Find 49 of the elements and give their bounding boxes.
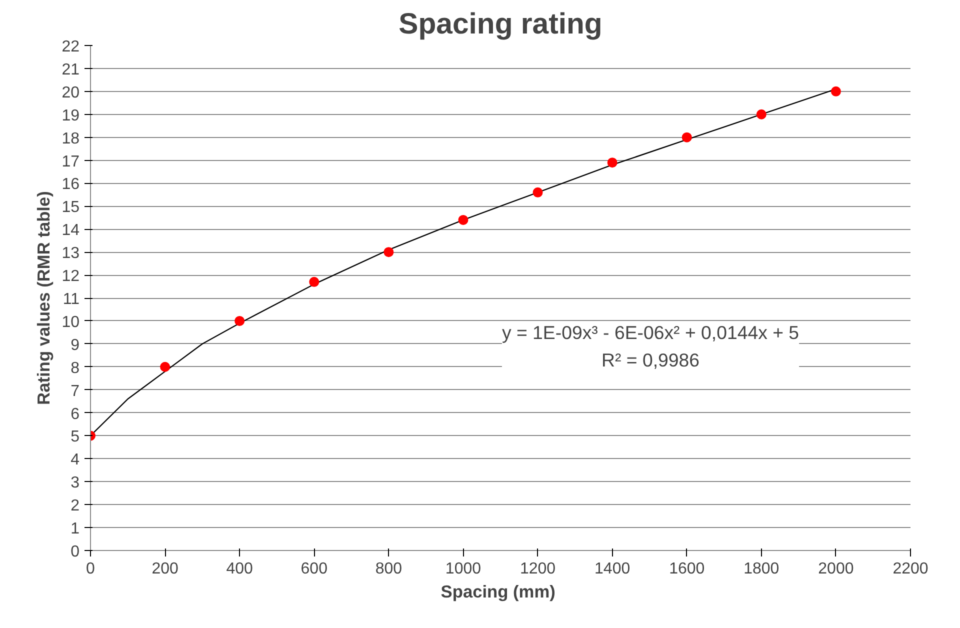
y-tick-label: 3: [70, 474, 80, 492]
y-tick-label: 16: [62, 176, 80, 194]
x-tick-label: 1400: [594, 560, 630, 578]
x-tick-label: 200: [152, 560, 178, 578]
y-tick-label: 22: [62, 38, 80, 56]
x-tick-label: 2000: [818, 560, 854, 578]
annotation: y = 1E-09x³ - 6E-06x² + 0,0144x + 5 R² = 0,9986: [502, 322, 800, 370]
point: [756, 109, 766, 120]
chart-title: Spacing rating: [398, 8, 602, 40]
y-tick-label: 13: [62, 245, 80, 262]
point: [830, 86, 841, 96]
y-tick-label: 17: [62, 153, 80, 170]
y-tick-label: 5: [70, 428, 80, 446]
y-tick-label: 11: [62, 291, 80, 308]
point: [607, 158, 618, 168]
point: [384, 247, 394, 258]
y-tick-label: 18: [62, 130, 80, 148]
y-tick-label: 6: [70, 406, 80, 423]
y-tick-label: 20: [62, 84, 80, 102]
x-tick-label: 1800: [744, 560, 780, 578]
x-tick-label: 800: [375, 560, 402, 578]
x-tick-label: 2200: [892, 560, 928, 578]
x-tick-label: 1000: [445, 560, 482, 578]
point: [234, 316, 245, 326]
y-tick-label: 0: [70, 544, 80, 560]
y-tick-label: 15: [62, 199, 80, 216]
point: [458, 214, 468, 225]
x-tick-label: 1600: [669, 560, 705, 578]
x-tick-label: 400: [226, 560, 254, 578]
point: [160, 362, 170, 372]
y-tick-label: 14: [62, 222, 80, 240]
y-tick-label: 7: [70, 382, 80, 400]
y-tick-label: 2: [70, 498, 80, 515]
y-tick-label: 10: [62, 314, 80, 331]
y-tick-label: 19: [62, 107, 80, 124]
x-tick-label: 1200: [520, 560, 556, 578]
x-tick-label: 600: [300, 560, 328, 578]
y-axis-title: Rating values (RMR table): [34, 191, 54, 405]
y-tick-label: 8: [70, 360, 80, 377]
y-tick-label: 21: [62, 61, 80, 78]
x-tick-label: 0: [86, 560, 96, 578]
y-tick-label: 4: [70, 452, 80, 469]
x-axis-title: Spacing (mm): [440, 582, 556, 602]
y-tick-label: 9: [70, 336, 80, 354]
y-tick-label: 12: [62, 268, 80, 286]
y-tick-label: 1: [70, 520, 80, 538]
point: [309, 276, 320, 287]
point: [682, 132, 692, 142]
point: [532, 187, 543, 198]
